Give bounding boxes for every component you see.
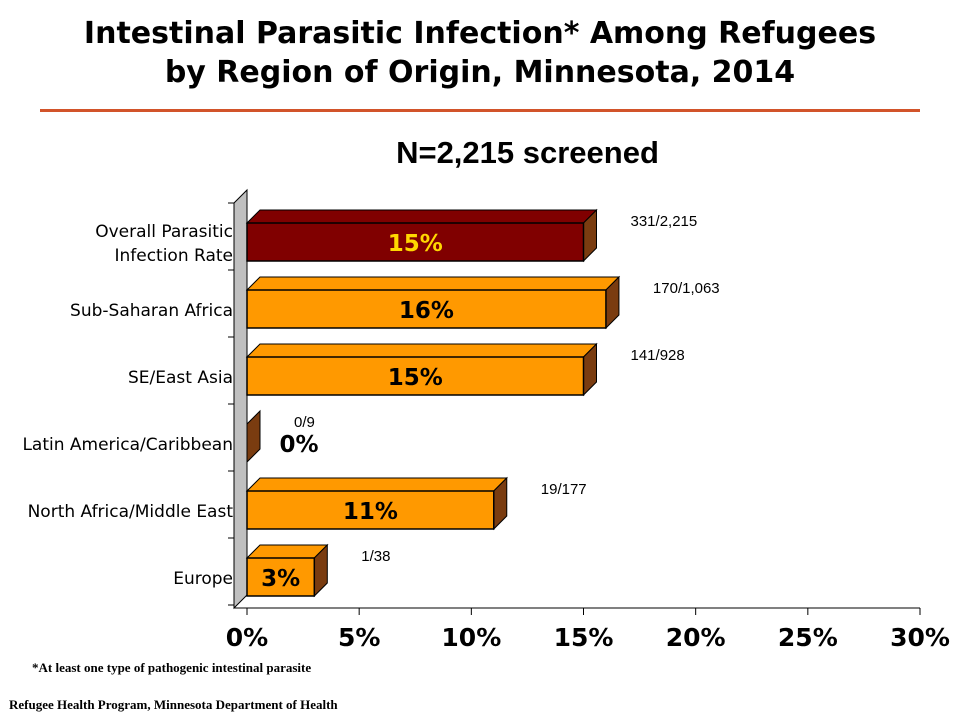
x-tick-label: 0% xyxy=(226,623,268,652)
bar-value-label: 11% xyxy=(343,499,398,525)
bar xyxy=(246,222,585,262)
bar-value-label: 0% xyxy=(279,432,318,458)
chart-subtitle: N=2,215 screened xyxy=(396,135,659,170)
bar-value-label: 15% xyxy=(388,231,443,257)
category-label: Overall Parasitic Infection Rate xyxy=(95,222,233,266)
bar-count-label: 0/9 xyxy=(294,414,315,431)
category-label: Latin America/Caribbean xyxy=(22,435,233,455)
bar-top-face xyxy=(245,276,621,291)
category-label: North Africa/Middle East xyxy=(28,502,234,522)
chart-title: Intestinal Parasitic Infection* Among Re… xyxy=(0,14,960,92)
chart-side-wall xyxy=(233,188,248,610)
bar xyxy=(246,490,495,530)
bar-top-face xyxy=(245,343,598,358)
chart-title-line-2: by Region of Origin, Minnesota, 2014 xyxy=(164,55,796,90)
bar xyxy=(246,557,316,597)
bar-value-label: 15% xyxy=(388,365,443,391)
x-tick-label: 10% xyxy=(441,623,501,652)
bar-count-label: 331/2,215 xyxy=(631,213,698,230)
bar-count-label: 170/1,063 xyxy=(653,280,720,297)
x-tick-label: 20% xyxy=(666,623,726,652)
bar xyxy=(246,356,585,396)
chart-title-line-1: Intestinal Parasitic Infection* Among Re… xyxy=(83,16,877,51)
bar-count-label: 141/928 xyxy=(631,347,685,364)
bar xyxy=(246,409,261,464)
x-tick-label: 25% xyxy=(778,623,838,652)
bar-top-face xyxy=(245,209,598,224)
x-tick-label: 15% xyxy=(554,623,614,652)
category-label: SE/East Asia xyxy=(128,368,233,388)
title-divider xyxy=(40,109,920,112)
bar-top-face xyxy=(245,544,329,559)
bar-count-label: 19/177 xyxy=(541,481,587,498)
bar-count-label: 1/38 xyxy=(361,548,390,565)
x-tick-label: 30% xyxy=(890,623,950,652)
category-label: Sub-Saharan Africa xyxy=(70,301,233,321)
bar-value-label: 3% xyxy=(261,566,300,592)
bar-value-label: 16% xyxy=(399,298,454,324)
bar-top-face xyxy=(245,477,508,492)
footnote: *At least one type of pathogenic intesti… xyxy=(32,660,312,675)
bar xyxy=(246,289,607,329)
x-tick-label: 5% xyxy=(338,623,380,652)
source-credit: Refugee Health Program, Minnesota Depart… xyxy=(9,697,338,712)
category-label: Europe xyxy=(173,569,233,589)
